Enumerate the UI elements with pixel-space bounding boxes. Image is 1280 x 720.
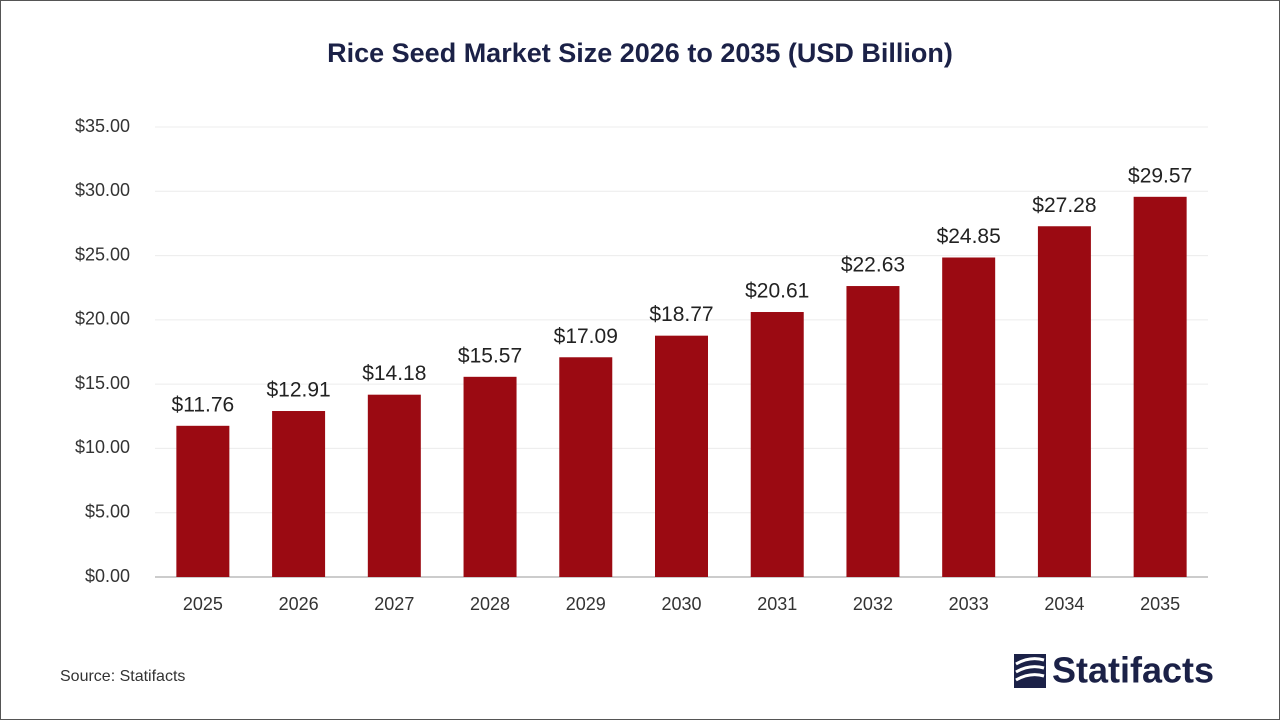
value-label: $12.91 [266, 379, 330, 402]
value-label: $22.63 [841, 254, 905, 277]
value-label: $24.85 [937, 225, 1001, 248]
bar [1133, 196, 1187, 578]
x-tick-label: 2025 [183, 594, 223, 614]
logo-text: Statifacts [1052, 650, 1214, 691]
y-tick-label: $10.00 [75, 437, 130, 457]
bar [846, 286, 900, 577]
bar [367, 394, 421, 577]
bar [559, 357, 613, 577]
value-label: $18.77 [649, 303, 713, 326]
value-label: $27.28 [1032, 194, 1096, 217]
x-tick-label: 2030 [661, 594, 701, 614]
x-tick-label: 2029 [566, 594, 606, 614]
bar [176, 425, 230, 577]
y-tick-label: $20.00 [75, 309, 130, 329]
x-tick-label: 2033 [949, 594, 989, 614]
chart-title: Rice Seed Market Size 2026 to 2035 (USD … [327, 38, 953, 68]
x-tick-label: 2035 [1140, 594, 1180, 614]
y-tick-label: $0.00 [85, 566, 130, 586]
x-tick-label: 2032 [853, 594, 893, 614]
x-tick-label: 2031 [757, 594, 797, 614]
bar [750, 312, 804, 577]
bar [1037, 226, 1091, 577]
source: Source: Statifacts [60, 668, 185, 685]
x-tick-label: 2026 [279, 594, 319, 614]
bar [655, 335, 708, 577]
x-tick-label: 2028 [470, 594, 510, 614]
value-label: $14.18 [362, 362, 426, 385]
y-tick-label: $25.00 [75, 244, 130, 264]
bar [942, 257, 996, 577]
value-label: $17.09 [554, 325, 618, 348]
y-tick-label: $5.00 [85, 501, 130, 521]
value-label: $29.57 [1128, 164, 1192, 187]
x-tick-label: 2034 [1044, 594, 1084, 614]
bar [272, 411, 326, 577]
bar [463, 376, 517, 577]
value-label: $20.61 [745, 280, 809, 303]
y-tick-label: $15.00 [75, 373, 130, 393]
logo-icon [1014, 654, 1046, 688]
value-label: $11.76 [172, 393, 235, 416]
value-label: $15.57 [458, 344, 522, 367]
y-tick-label: $30.00 [75, 180, 130, 200]
y-tick-label: $35.00 [75, 116, 130, 136]
x-tick-label: 2027 [374, 594, 414, 614]
